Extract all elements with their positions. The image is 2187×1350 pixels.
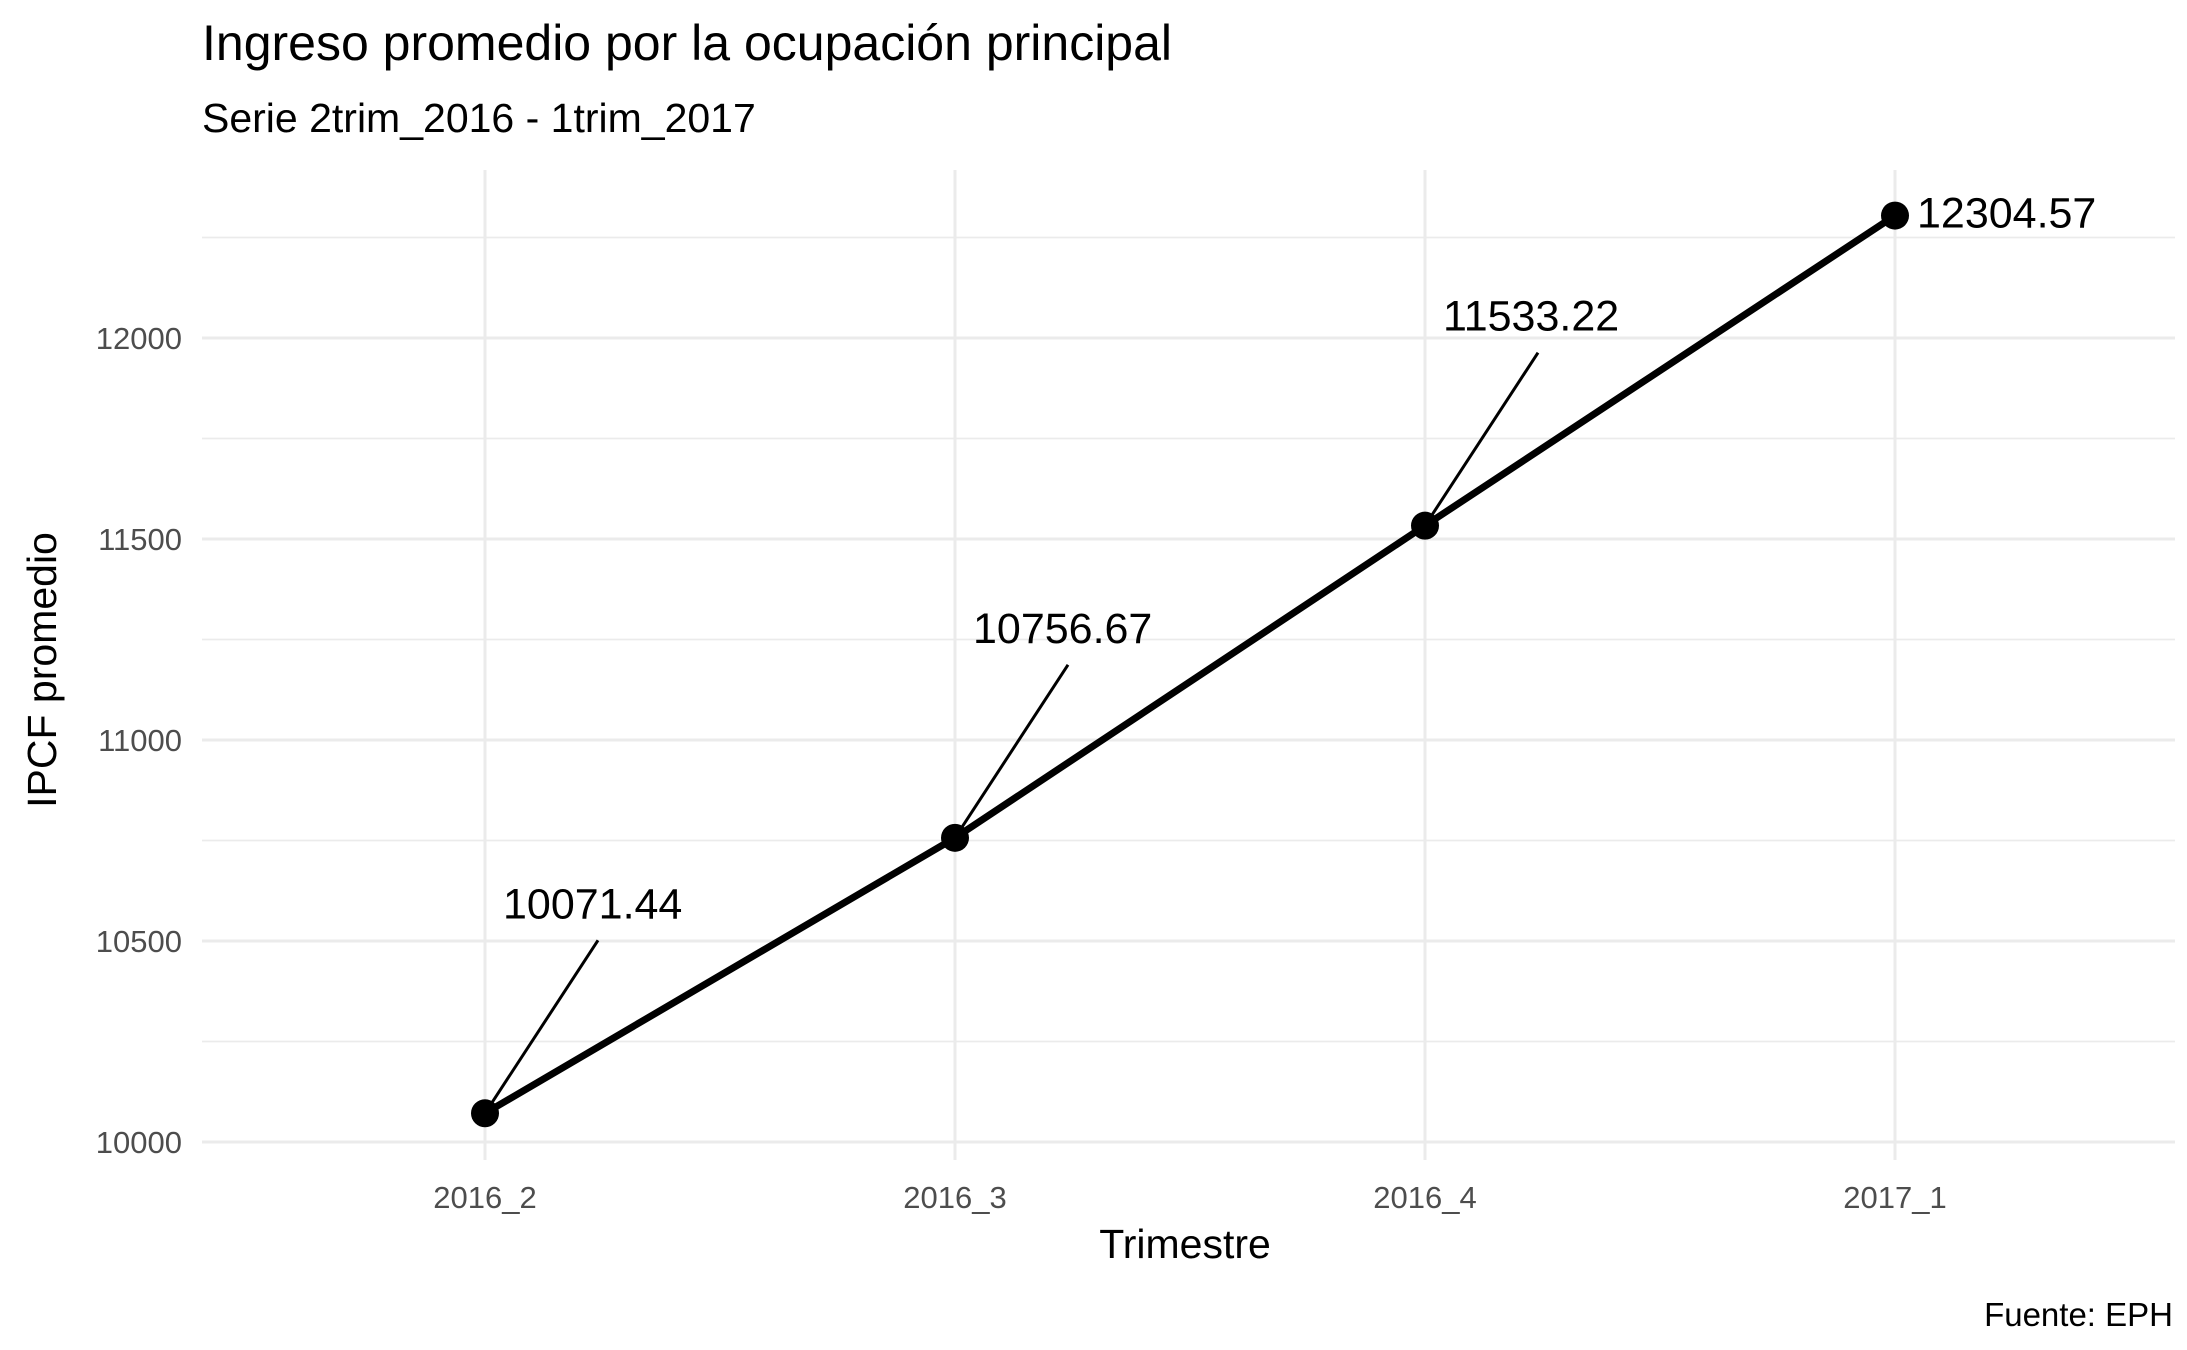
label-leader-line xyxy=(1423,351,1540,527)
y-tick-label: 10000 xyxy=(96,1125,182,1160)
data-label: 10071.44 xyxy=(503,880,682,928)
label-leader-line xyxy=(483,939,600,1115)
x-tick-label: 2016_3 xyxy=(903,1180,1006,1215)
data-point xyxy=(1881,201,1909,230)
data-label: 11533.22 xyxy=(1443,293,1619,341)
x-tick-label: 2017_1 xyxy=(1843,1180,1946,1215)
series-line xyxy=(483,212,1897,1117)
data-point xyxy=(1411,511,1439,540)
data-label: 10756.67 xyxy=(973,605,1152,653)
data-point xyxy=(941,823,969,852)
y-tick-label: 11500 xyxy=(98,522,182,557)
y-axis-title: IPCF promedio xyxy=(19,532,65,808)
label-leader-lines xyxy=(483,351,1540,1115)
data-points xyxy=(471,201,1909,1128)
major-gridlines xyxy=(202,170,2175,1160)
y-tick-label: 12000 xyxy=(96,321,182,356)
x-axis-ticks: 2016_2 2016_3 2016_4 2017_1 xyxy=(433,1180,1946,1215)
minor-gridlines xyxy=(202,236,2175,1043)
x-axis-title: Trimestre xyxy=(1099,1221,1271,1267)
data-labels: 10071.44 10756.67 11533.22 12304.57 xyxy=(503,190,2096,929)
y-tick-label: 10500 xyxy=(96,924,182,959)
chart-subtitle: Serie 2trim_2016 - 1trim_2017 xyxy=(202,95,756,141)
x-tick-label: 2016_2 xyxy=(433,1180,536,1215)
y-tick-label: 11000 xyxy=(98,723,182,758)
chart-caption: Fuente: EPH xyxy=(1984,1296,2173,1333)
data-point xyxy=(471,1099,499,1128)
x-tick-label: 2016_4 xyxy=(1373,1180,1476,1215)
chart-title: Ingreso promedio por la ocupación princi… xyxy=(202,15,1172,71)
y-axis-ticks: 10000 10500 11000 11500 12000 xyxy=(96,321,182,1160)
data-label: 12304.57 xyxy=(1917,190,2096,238)
label-leader-line xyxy=(953,663,1070,839)
